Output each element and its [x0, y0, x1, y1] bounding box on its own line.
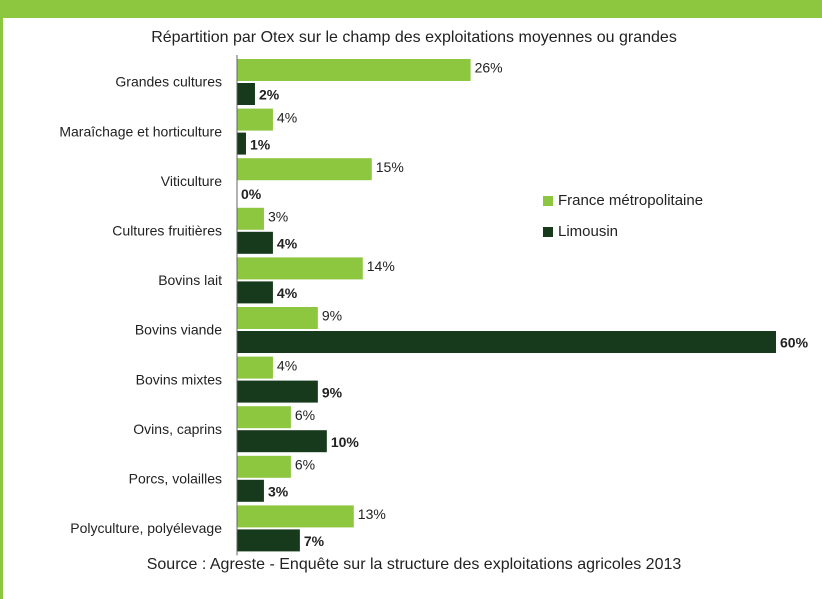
value-label: 4% — [277, 357, 297, 373]
category-label: Viticulture — [161, 173, 222, 189]
value-label: 6% — [295, 457, 315, 473]
category-label: Porcs, volailles — [129, 471, 222, 487]
frame-left — [0, 0, 3, 599]
legend-label: France métropolitaine — [558, 192, 703, 209]
category-label: Bovins viande — [135, 322, 222, 338]
value-label: 3% — [268, 209, 288, 225]
value-label: 26% — [475, 60, 503, 76]
value-label: 0% — [241, 186, 262, 202]
value-label: 9% — [322, 308, 342, 324]
bar — [237, 83, 255, 105]
header-band — [0, 0, 822, 18]
value-label: 7% — [304, 533, 325, 549]
bar — [237, 505, 354, 528]
legend-label: Limousin — [558, 223, 618, 240]
value-label: 4% — [277, 109, 297, 125]
bar — [237, 356, 273, 379]
value-label: 9% — [322, 384, 343, 400]
category-label: Ovins, caprins — [133, 421, 222, 437]
bar — [237, 430, 327, 453]
value-label: 14% — [367, 258, 395, 274]
bar — [237, 479, 264, 502]
bar — [237, 380, 318, 403]
category-label: Grandes cultures — [115, 74, 222, 90]
bar — [237, 108, 273, 131]
bar — [237, 307, 318, 329]
legend-swatch — [543, 196, 553, 206]
bar — [237, 132, 246, 155]
category-label: Polyculture, polyélevage — [70, 520, 222, 536]
bar — [237, 455, 291, 478]
value-label: 15% — [376, 159, 404, 175]
value-label: 4% — [277, 236, 298, 252]
legend-swatch — [543, 227, 553, 237]
bar — [237, 257, 363, 280]
source: Source : Agreste - Enquête sur la struct… — [147, 556, 682, 573]
category-label: Bovins lait — [158, 272, 222, 288]
bar — [237, 231, 273, 254]
category-label: Maraîchage et horticulture — [59, 123, 222, 139]
value-label: 10% — [331, 434, 360, 450]
value-label: 60% — [780, 335, 809, 351]
value-label: 6% — [295, 407, 315, 423]
bar — [237, 406, 291, 429]
category-label: Cultures fruitières — [112, 223, 222, 239]
category-label: Bovins mixtes — [136, 371, 222, 387]
bar — [237, 207, 264, 230]
bar — [237, 281, 273, 304]
value-label: 4% — [277, 285, 298, 301]
bar — [237, 59, 471, 81]
value-label: 1% — [250, 136, 271, 152]
bar — [237, 529, 300, 552]
bar — [237, 158, 372, 181]
value-label: 13% — [358, 506, 386, 522]
bar — [237, 331, 776, 353]
subtitle: Répartition par Otex sur le champ des ex… — [151, 29, 677, 46]
value-label: 3% — [268, 484, 289, 500]
value-label: 2% — [259, 87, 280, 103]
